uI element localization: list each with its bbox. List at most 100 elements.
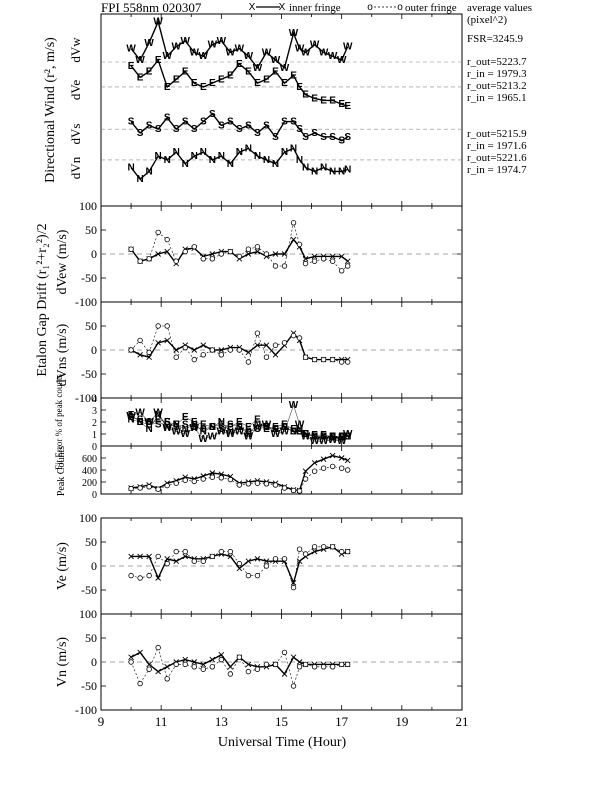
etalon-drift-ns-inner-point	[164, 337, 171, 344]
wind-N-marker: N	[272, 159, 279, 170]
etalon-drift-ns-outer-point	[200, 352, 206, 358]
wind-N-marker: N	[155, 151, 162, 162]
etalon-drift-ns-outer-point	[263, 354, 270, 360]
etalon-drift-ns-outer-point	[137, 337, 143, 344]
fit-error-S-marker: S	[182, 419, 189, 430]
fit-error-E-marker: E	[302, 429, 309, 440]
fit-error-N-marker: N	[281, 422, 288, 433]
ve-outer-point	[191, 558, 197, 564]
peak-counts-outer-point	[182, 477, 188, 483]
x-tick-label: 21	[456, 714, 469, 729]
peak-counts-outer-point	[290, 487, 297, 494]
ve-inner-point	[227, 553, 234, 560]
wind-S-marker: S	[191, 124, 198, 135]
ve-outer-point	[290, 584, 297, 591]
wind-sublabel-vs: dVs	[68, 124, 83, 145]
vn-inner-point	[128, 654, 134, 661]
legend-avg-unit: (pixel^2)	[467, 14, 507, 26]
wind-E-marker: E	[137, 72, 144, 83]
wind-N-marker: N	[329, 166, 336, 177]
fit-error-N-marker: N	[296, 424, 303, 435]
wind-W-marker: W	[181, 36, 191, 47]
fit-error-W-marker: W	[226, 429, 236, 440]
ve-outer-point	[182, 548, 188, 555]
fit-error-ylabel: Fit Error % of peak counts	[54, 374, 64, 470]
wind-W-marker: W	[217, 36, 227, 47]
fit-error-series-E-line	[130, 414, 348, 437]
fit-error-N-marker: N	[272, 424, 279, 435]
etalon-drift-ew-outer-point	[182, 248, 188, 255]
vn-r-in: r_in = 1974.7	[467, 164, 527, 176]
wind-series-E-line	[130, 58, 348, 107]
wind-W-marker: W	[235, 44, 245, 55]
fit-error-W-marker: W	[144, 417, 154, 428]
etalon-drift-ns-outer-point	[272, 342, 279, 348]
fit-error-N-marker: N	[155, 410, 162, 421]
ve-ytick-label: 100	[79, 511, 97, 525]
wind-W-marker: W	[271, 55, 281, 66]
fit-error-series-W-line	[130, 404, 348, 442]
vn-inner-point	[227, 663, 234, 670]
wind-N-marker: N	[281, 147, 288, 158]
wind-W-marker: W	[319, 47, 329, 58]
fit-error-W-marker: W	[181, 429, 191, 440]
ve-outer-point	[155, 553, 161, 560]
wind-S-marker: S	[218, 120, 225, 131]
dvns-ylabel: dVns (m/s)	[55, 323, 70, 386]
etalon-drift-ns-outer-point	[320, 356, 327, 363]
ve-outer-point	[254, 572, 261, 579]
ve-inner-point	[146, 553, 152, 560]
wind-sublabel-vn: dVn	[68, 156, 83, 179]
wind-W-marker: W	[343, 42, 353, 53]
etalon-drift-ew-inner-point	[302, 255, 309, 262]
wind-ylabel: Directional Wind (r², m/s)	[43, 37, 58, 183]
fit-error-S-marker: S	[296, 427, 303, 438]
peak-counts-outer-point	[173, 480, 179, 486]
wind-N-marker: N	[236, 147, 243, 158]
wind-W-marker: W	[289, 28, 299, 39]
peak-counts-inner-point	[329, 452, 336, 459]
wind-W-marker: W	[162, 51, 172, 62]
fit-error-S-marker: S	[290, 427, 297, 438]
fit-error-S-marker: S	[281, 422, 288, 433]
etalon-drift-ew-outer-point	[311, 258, 318, 264]
wind-N-marker: N	[218, 151, 225, 162]
fit-error-N-marker: N	[182, 424, 189, 435]
etalon-drift-ns-outer-point	[227, 347, 234, 353]
fit-error-S-marker: S	[338, 433, 345, 444]
vn-outer-point	[281, 649, 288, 656]
peak-counts-outer-point	[146, 484, 152, 490]
etalon-drift-ns-outer-line	[130, 325, 348, 363]
vn-outer-point	[173, 661, 179, 668]
etalon-drift-ns-ytick-label: -100	[75, 391, 97, 405]
etalon-drift-ew-ytick-label: -100	[75, 295, 97, 309]
wind-W-marker: W	[295, 44, 305, 55]
vn-outer-point	[128, 659, 134, 665]
x-tick-label: 11	[155, 714, 168, 729]
fit-error-N-marker: N	[344, 431, 351, 442]
vn-panel: -100 -50 0 50 100 9 11 13 15 17 19 21	[75, 607, 469, 729]
wind-W-marker: W	[208, 40, 218, 51]
fit-error-E-marker: E	[320, 430, 327, 441]
etalon-drift-ew-outer-point	[218, 251, 225, 257]
peak-counts-ylabel: Peak Counts	[56, 446, 67, 496]
fit-error-S-marker: S	[227, 419, 234, 430]
vn-ytick-label: 100	[79, 607, 97, 621]
wind-W-marker: W	[301, 47, 311, 58]
wind-E-marker: E	[281, 78, 288, 89]
etalon-drift-ew-ytick-label: 0	[91, 247, 97, 261]
etalon-drift-ew-inner-point	[338, 253, 345, 260]
fit-error-S-marker: S	[128, 412, 135, 423]
ve-outer-point	[200, 558, 206, 564]
wind-S-marker: S	[137, 128, 144, 139]
ve-outer-point	[137, 575, 143, 581]
ve-outer-point	[344, 548, 351, 555]
wind-series-S-line	[130, 112, 349, 142]
vn-outer-point	[320, 664, 327, 670]
vn-inner-point	[281, 671, 288, 677]
fit-error-E-marker: E	[263, 424, 270, 435]
wind-E-marker: E	[146, 67, 153, 78]
etalon-drift-ew-inner-point	[209, 251, 216, 257]
peak-counts-outer-point	[227, 476, 234, 483]
wind-S-marker: S	[164, 113, 171, 124]
